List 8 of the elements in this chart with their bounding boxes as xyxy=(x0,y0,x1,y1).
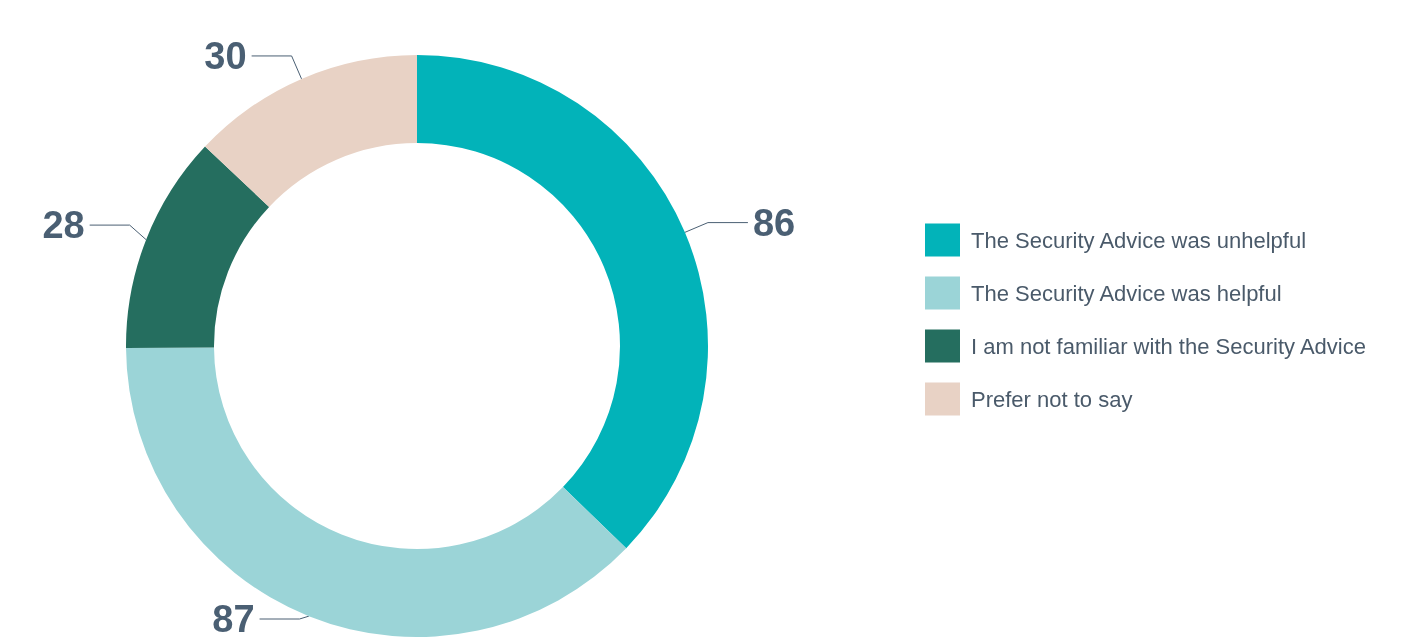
legend-label: The Security Advice was helpful xyxy=(971,280,1282,306)
legend-label: I am not familiar with the Security Advice xyxy=(971,333,1366,359)
data-label: 28 xyxy=(42,204,85,247)
data-label: 86 xyxy=(752,201,796,244)
data-label: 30 xyxy=(204,34,247,77)
data-label: 87 xyxy=(212,598,255,639)
legend-label: Prefer not to say xyxy=(971,386,1133,412)
legend-label: The Security Advice was unhelpful xyxy=(971,227,1307,253)
